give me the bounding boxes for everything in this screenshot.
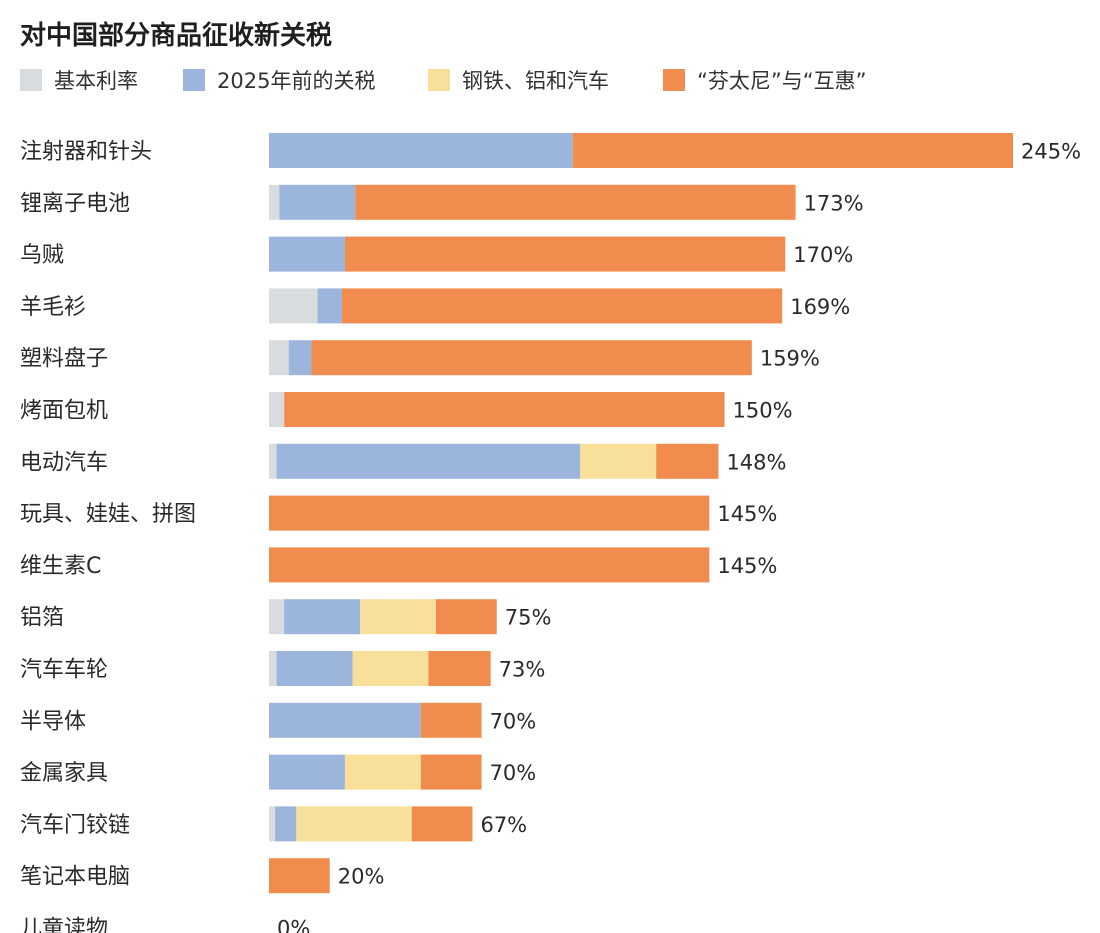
bar-segment <box>352 651 429 686</box>
value-label: 245% <box>1021 140 1081 164</box>
bar-segment <box>411 806 473 842</box>
value-label: 20% <box>338 865 385 889</box>
value-label: 150% <box>733 399 793 423</box>
category-label: 维生素C <box>20 554 101 579</box>
bar-segment <box>269 599 285 635</box>
bar-segment <box>269 651 277 686</box>
legend-label-2: 钢铁、铝和汽车 <box>462 69 609 93</box>
bar-segment <box>269 495 710 531</box>
bars-area: 注射器和针头 245% 锂离子电池 173% 乌贼 170% 羊毛衫 169% 塑料盘子 159%… <box>20 133 1081 933</box>
legend-swatch-1 <box>183 69 205 91</box>
bar-segment <box>656 443 719 479</box>
category-label: 金属家具 <box>20 761 108 786</box>
bar-segment <box>288 340 312 376</box>
bar-segment <box>572 133 1013 168</box>
category-label: 乌贼 <box>20 243 64 268</box>
bar-segment <box>269 392 285 427</box>
bar-segment <box>344 754 421 790</box>
bar-segment <box>269 806 276 842</box>
bar-segment <box>296 806 412 842</box>
value-label: 148% <box>726 450 786 474</box>
category-label: 玩具、娃娃、拼图 <box>20 502 196 527</box>
legend-label-0: 基本利率 <box>54 69 138 93</box>
bar-segment <box>580 443 657 479</box>
value-label: 73% <box>499 658 546 682</box>
legend-swatch-0 <box>20 69 42 91</box>
bar-segment <box>269 702 421 738</box>
legend: 基本利率 2025年前的关税 钢铁、铝和汽车 “芬太尼”与“互惠” <box>20 69 867 93</box>
bar-segment <box>269 443 277 479</box>
value-label: 70% <box>490 709 537 733</box>
category-label: 笔记本电脑 <box>20 865 130 890</box>
value-label: 145% <box>717 554 777 578</box>
bar-segment <box>276 651 353 686</box>
bar-segment <box>269 133 573 168</box>
value-label: 145% <box>717 502 777 526</box>
value-label: 159% <box>760 347 820 371</box>
bar-segment <box>420 754 482 790</box>
category-label: 羊毛衫 <box>20 295 86 320</box>
bar-segment <box>269 858 330 894</box>
legend-swatch-3 <box>663 69 685 91</box>
bar-segment <box>284 392 725 427</box>
bar-segment <box>269 340 289 376</box>
category-label: 半导体 <box>20 709 86 734</box>
legend-label-3: “芬太尼”与“互惠” <box>697 69 867 93</box>
bar-segment <box>279 184 356 220</box>
category-label: 锂离子电池 <box>20 191 130 216</box>
bar-segment <box>269 288 318 324</box>
bar-segment <box>341 288 783 324</box>
bar-segment <box>355 184 796 220</box>
category-label: 注射器和针头 <box>20 140 152 165</box>
value-label: 169% <box>790 295 850 319</box>
value-label: 70% <box>490 761 537 785</box>
bar-segment <box>275 806 297 842</box>
value-label: 170% <box>793 243 853 267</box>
bar-segment <box>276 443 581 479</box>
value-label: 67% <box>480 813 527 837</box>
value-label: 75% <box>505 606 552 630</box>
bar-segment <box>284 599 361 635</box>
bar-segment <box>269 184 280 220</box>
category-label: 烤面包机 <box>20 399 108 424</box>
bar-segment <box>317 288 342 324</box>
value-label: 0% <box>277 917 310 933</box>
legend-swatch-2 <box>428 69 450 91</box>
chart-title: 对中国部分商品征收新关税 <box>20 20 332 51</box>
category-label: 儿童读物 <box>20 917 108 933</box>
bar-segment <box>428 651 491 686</box>
bar-segment <box>269 754 345 790</box>
bar-segment <box>420 702 482 738</box>
bar-segment <box>311 340 752 376</box>
category-label: 汽车车轮 <box>20 658 108 683</box>
bar-segment <box>344 236 786 272</box>
category-label: 汽车门铰链 <box>20 813 130 838</box>
value-label: 173% <box>804 191 864 215</box>
bar-segment <box>360 599 437 635</box>
bar-segment <box>269 547 710 583</box>
category-label: 电动汽车 <box>20 450 108 475</box>
category-label: 塑料盘子 <box>20 347 108 372</box>
bar-segment <box>436 599 497 635</box>
category-label: 铝箔 <box>20 606 64 631</box>
bar-segment <box>269 236 345 272</box>
legend-label-1: 2025年前的关税 <box>217 69 375 93</box>
